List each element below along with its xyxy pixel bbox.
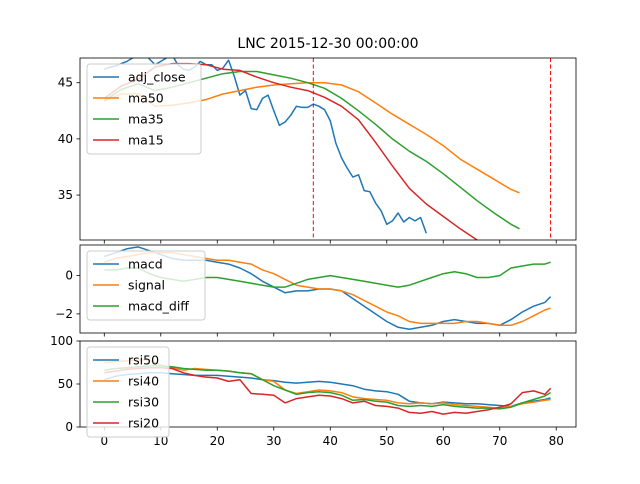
legend-label-signal: signal (128, 278, 165, 293)
x-tick-label: 70 (492, 434, 507, 448)
series-line-rsi40 (104, 359, 551, 409)
legend-box (86, 346, 170, 438)
price-panel: 35 40 45 adj_close ma50 ma35 ma15 (58, 57, 577, 244)
legend-label-macd_diff: macd_diff (128, 299, 189, 314)
rsi-legend: rsi50 rsi40 rsi30 rsi20 (86, 346, 170, 438)
chart-title: LNC 2015-12-30 00:00:00 (237, 36, 418, 52)
legend-label-adj_close: adj_close (128, 70, 186, 85)
price-frame (79, 57, 577, 241)
legend-label-ma15: ma15 (128, 133, 164, 148)
x-tick-label: 20 (210, 434, 225, 448)
macd-panel: −2 0 macd signal macd_diff (55, 244, 577, 337)
legend-label-macd: macd (128, 257, 163, 272)
legend-label-rsi40: rsi40 (128, 374, 159, 389)
y-tick-label: 50 (58, 377, 73, 391)
legend-label-rsi20: rsi20 (128, 416, 159, 431)
legend-label-rsi50: rsi50 (128, 353, 159, 368)
x-tick-label: 30 (266, 434, 281, 448)
macd-legend: macd signal macd_diff (86, 250, 206, 321)
rsi-series-group (104, 359, 552, 415)
legend-box (86, 63, 202, 155)
legend-label-ma50: ma50 (128, 91, 164, 106)
legend-label-rsi30: rsi30 (128, 395, 159, 410)
x-tick-label: 60 (436, 434, 451, 448)
series-line-rsi20 (104, 366, 552, 415)
y-tick-label: 35 (58, 188, 73, 202)
macd-frame (79, 244, 577, 334)
series-line-rsi50 (104, 372, 551, 408)
series-line-rsi30 (104, 365, 551, 410)
y-tick-label: 0 (65, 269, 73, 283)
series-line-adj_close (104, 58, 428, 234)
y-tick-label: 0 (65, 420, 73, 434)
y-tick-label: −2 (55, 307, 73, 321)
legend-label-ma35: ma35 (128, 112, 164, 127)
price-legend: adj_close ma50 ma35 ma15 (86, 63, 202, 155)
x-tick-label: 0 (100, 434, 108, 448)
x-tick-label: 40 (323, 434, 338, 448)
y-tick-label: 100 (50, 334, 73, 348)
x-tick-label: 80 (549, 434, 564, 448)
y-tick-label: 45 (58, 76, 73, 90)
legend-box (86, 250, 206, 321)
x-tick-label: 50 (379, 434, 394, 448)
y-tick-label: 40 (58, 132, 73, 146)
